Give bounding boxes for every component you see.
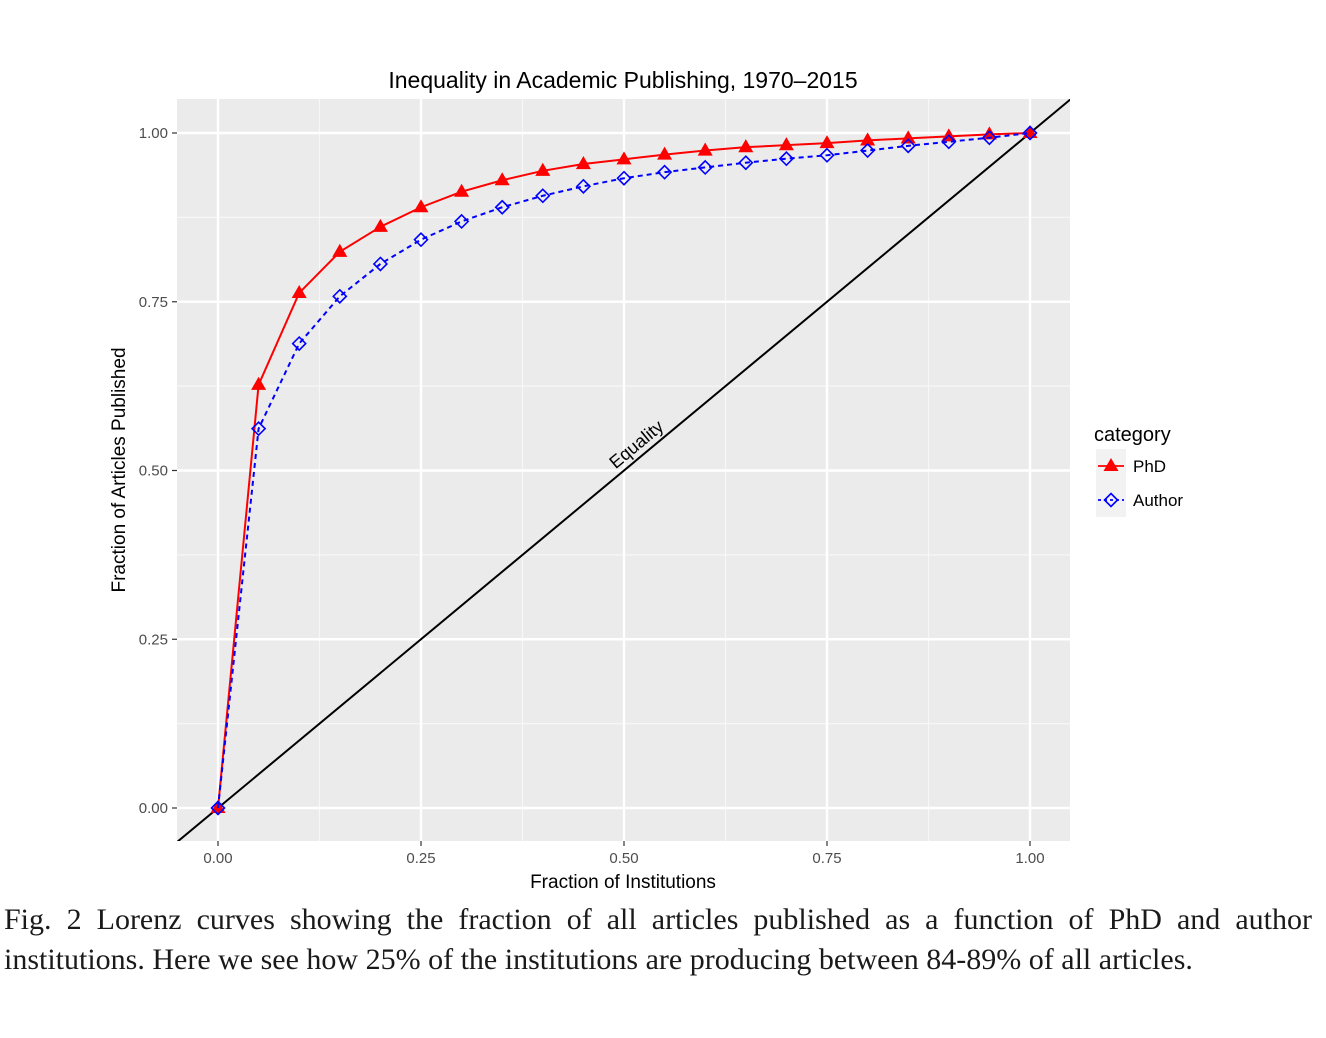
point-phd <box>697 142 713 156</box>
point-phd <box>454 183 470 197</box>
point-author <box>372 256 389 272</box>
point-author <box>291 335 307 352</box>
point-phd <box>291 284 307 299</box>
y-axis: 0.00 0.25 0.50 0.75 1.00 <box>139 125 177 817</box>
y-axis-label: Fraction of Articles Published <box>109 347 130 592</box>
series-line-author <box>217 132 1031 809</box>
x-tick-label: 0.50 <box>609 850 638 867</box>
legend-title: category <box>1094 424 1171 446</box>
x-tick-label: 0.00 <box>203 850 232 867</box>
legend-key-marker-author <box>1103 492 1119 508</box>
y-tick-label: 0.25 <box>139 631 168 648</box>
figure-caption: Fig. 2 Lorenz curves showing the fractio… <box>4 903 1312 976</box>
point-author <box>413 232 429 248</box>
x-tick-label: 1.00 <box>1015 850 1044 867</box>
point-author <box>738 155 754 171</box>
equality-line <box>177 99 1070 841</box>
point-author <box>981 130 998 146</box>
point-author <box>656 164 673 180</box>
point-phd <box>494 172 510 186</box>
point-phd <box>1022 124 1038 139</box>
point-author <box>1022 125 1038 141</box>
y-tick-label: 0.00 <box>139 800 168 817</box>
point-phd <box>332 243 348 257</box>
point-author <box>494 199 510 215</box>
point-author <box>778 151 795 167</box>
point-phd <box>738 139 754 153</box>
point-phd <box>900 130 916 144</box>
point-phd <box>535 162 551 176</box>
point-phd <box>372 218 388 232</box>
point-phd <box>575 156 591 170</box>
point-author <box>210 800 226 816</box>
point-phd <box>778 137 794 151</box>
point-phd <box>657 146 673 160</box>
point-author <box>535 188 551 204</box>
point-author <box>332 288 348 304</box>
point-author <box>819 147 835 163</box>
legend-key-marker-phd <box>1103 457 1119 472</box>
point-author <box>575 178 592 194</box>
x-axis-label: Fraction of Institutions <box>530 872 716 893</box>
series-phd <box>210 124 1038 814</box>
point-phd <box>981 126 997 140</box>
legend-label-phd: PhD <box>1133 457 1166 476</box>
y-tick-label: 1.00 <box>139 125 168 142</box>
point-author <box>900 138 916 154</box>
point-author <box>250 421 267 437</box>
x-tick-label: 0.75 <box>812 850 841 867</box>
point-phd <box>616 151 632 165</box>
point-author <box>453 213 470 230</box>
series-author <box>210 125 1038 816</box>
y-tick-label: 0.50 <box>139 463 168 480</box>
point-author <box>697 159 713 176</box>
point-author <box>941 134 957 150</box>
legend-item-phd: PhD <box>1096 449 1166 483</box>
lorenz-chart: Inequality in Academic Publishing, 1970–… <box>109 67 1183 893</box>
point-phd <box>413 199 429 213</box>
legend-items: PhD Author <box>1096 449 1183 517</box>
legend-label-author: Author <box>1133 491 1183 510</box>
x-axis: 0.00 0.25 0.50 0.75 1.00 <box>203 841 1045 867</box>
series-layer <box>210 124 1038 816</box>
point-author <box>859 142 876 159</box>
point-phd <box>251 376 267 390</box>
y-tick-label: 0.75 <box>139 294 168 311</box>
chart-title: Inequality in Academic Publishing, 1970–… <box>388 67 857 93</box>
legend-item-author: Author <box>1096 483 1183 517</box>
point-author <box>616 170 632 186</box>
x-tick-label: 0.25 <box>406 850 435 867</box>
legend: category PhD Author <box>1094 424 1183 517</box>
